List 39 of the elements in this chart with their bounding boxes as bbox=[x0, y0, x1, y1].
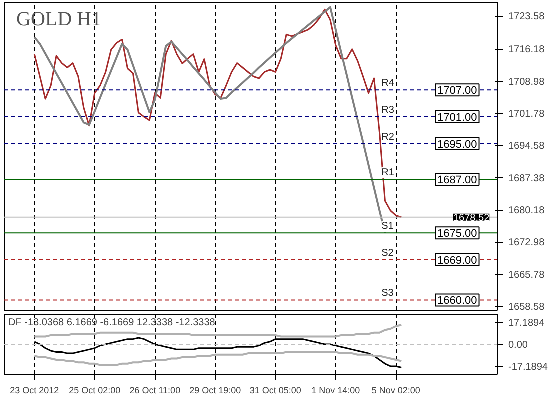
y-tick-label: 1665.78 bbox=[508, 270, 546, 281]
y-tick-label: 1694.58 bbox=[508, 141, 546, 152]
y-tick-label: 1687.38 bbox=[508, 173, 546, 184]
y-tick-label: 1658.58 bbox=[508, 302, 546, 314]
line-series bbox=[34, 324, 403, 338]
y-tick-label: -17.1894 bbox=[508, 362, 548, 374]
x-tick-label: 25 Oct 02:00 bbox=[69, 386, 121, 396]
x-tick-label: 5 Nov 02:00 bbox=[372, 386, 420, 396]
line-series bbox=[34, 351, 403, 366]
annotation: 1701.00 bbox=[438, 112, 478, 124]
ref-line-label: S1 bbox=[382, 221, 394, 232]
chart-title: GOLD H1 bbox=[16, 8, 102, 30]
ref-line-label: R4 bbox=[382, 78, 395, 90]
y-tick-label: 1708.98 bbox=[508, 76, 546, 88]
y-tick-label: 1701.78 bbox=[508, 108, 546, 120]
ref-line-label: R3 bbox=[382, 104, 395, 116]
y-tick-label: 1680.18 bbox=[508, 206, 546, 217]
annotation: 1669.00 bbox=[438, 254, 478, 267]
ref-line-label: S2 bbox=[382, 248, 394, 259]
x-tick-label: 31 Oct 05:00 bbox=[250, 386, 302, 396]
x-tick-label: 29 Oct 19:00 bbox=[190, 386, 242, 396]
y-tick-label: 1723.58 bbox=[508, 12, 546, 22]
chart-title: DF -13.0368 6.1669 -6.1669 12.3338 -12.3338 bbox=[8, 318, 216, 328]
annotation: 1660.00 bbox=[438, 295, 478, 308]
x-tick-label: 26 Oct 11:00 bbox=[130, 386, 181, 396]
ref-line-label: S3 bbox=[382, 288, 394, 300]
ref-line-label: 1678.52 bbox=[454, 212, 490, 224]
annotation: 1675.00 bbox=[438, 228, 478, 240]
ref-line-label: R2 bbox=[382, 132, 395, 143]
x-tick-label: 1 Nov 14:00 bbox=[312, 386, 360, 396]
y-tick-label: 17.1894 bbox=[508, 318, 546, 329]
annotation: 1687.00 bbox=[438, 174, 478, 187]
y-tick-label: 1716.18 bbox=[508, 44, 546, 56]
y-tick-label: 0.00 bbox=[508, 340, 528, 351]
x-tick-label: 23 Oct 2012 bbox=[10, 386, 60, 396]
annotation: 1707.00 bbox=[438, 85, 478, 98]
annotation: 1695.00 bbox=[438, 138, 478, 151]
y-tick-label: 1672.98 bbox=[508, 238, 546, 249]
ref-line-label: R1 bbox=[382, 168, 395, 179]
